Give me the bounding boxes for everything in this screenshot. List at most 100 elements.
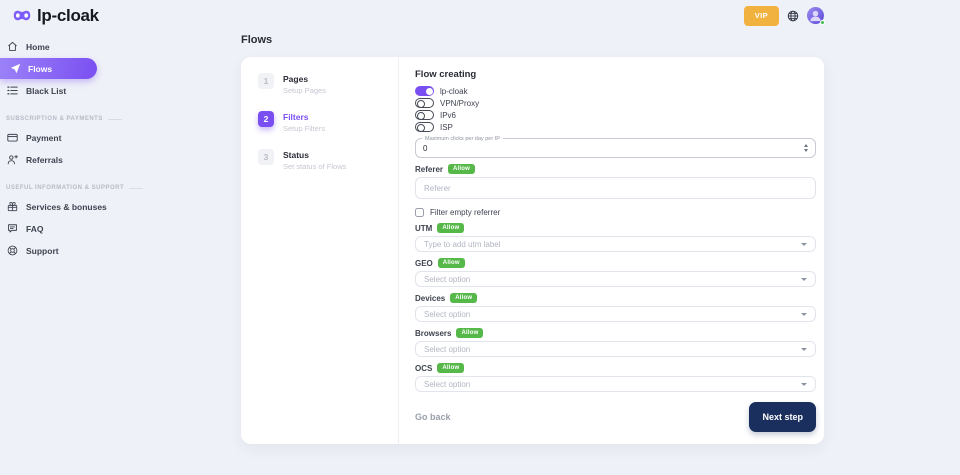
referer-input[interactable] (415, 177, 816, 199)
vip-button[interactable]: VIP (743, 5, 779, 26)
step-title: Status (283, 150, 309, 160)
sidebar-item-label: Flows (28, 63, 53, 74)
form-footer: Go back Next step (415, 402, 816, 432)
ocs-label-row: OCS Allow (415, 363, 816, 373)
chevron-down-icon (801, 312, 807, 316)
brand-logo[interactable]: lp-cloak (13, 6, 99, 26)
sidebar-item-payment[interactable]: Payment (0, 127, 230, 148)
chevron-down-icon (801, 277, 807, 281)
filter-empty-referrer-checkbox[interactable] (415, 207, 424, 217)
life-ring-icon (6, 245, 18, 256)
sidebar-item-label: FAQ (26, 223, 44, 234)
browsers-label: Browsers (415, 328, 452, 338)
sidebar-section-subscription: SUBSCRIPTION & PAYMENTS (0, 116, 230, 122)
browsers-label-row: Browsers Allow (415, 328, 816, 338)
sidebar-item-label: Support (26, 245, 59, 256)
sidebar-item-faq[interactable]: FAQ (0, 218, 230, 239)
add-user-icon (6, 154, 18, 165)
vpn-proxy-toggle[interactable] (415, 98, 434, 108)
step-number: 1 (258, 73, 274, 89)
home-icon (6, 41, 18, 52)
filters-form: Flow creating lp-cloak VPN/Proxy IPv6 IS… (399, 57, 824, 444)
sidebar-item-services[interactable]: Services & bonuses (0, 196, 230, 217)
sidebar-item-label: Services & bonuses (26, 201, 107, 212)
utm-select[interactable]: Type to add utm label (415, 236, 816, 252)
ocs-label: OCS (415, 363, 433, 373)
devices-label: Devices (415, 293, 446, 303)
referer-label-row: Referer Allow (415, 164, 816, 174)
page-title: Flows (241, 34, 273, 46)
ocs-select[interactable]: Select option (415, 376, 816, 392)
geo-label-row: GEO Allow (415, 258, 816, 268)
toggle-row-isp[interactable]: ISP (415, 122, 816, 132)
devices-select[interactable]: Select option (415, 306, 816, 322)
sidebar-section-support: USEFUL INFORMATION & SUPPORT (0, 185, 230, 191)
language-globe-icon[interactable] (787, 10, 799, 22)
sidebar-item-black-list[interactable]: Black List (0, 80, 230, 101)
max-clicks-input[interactable] (423, 143, 804, 153)
sidebar-item-referrals[interactable]: Referrals (0, 149, 230, 170)
utm-label: UTM (415, 223, 433, 233)
referer-allow-badge[interactable]: Allow (448, 164, 476, 174)
max-clicks-field: Maximum clicks per day per IP (415, 135, 816, 158)
sidebar-item-label: Home (26, 41, 50, 52)
lp-cloak-toggle[interactable] (415, 86, 434, 96)
chevron-down-icon (801, 347, 807, 351)
toggle-row-ipv6[interactable]: IPv6 (415, 110, 816, 120)
step-subtitle: Set status of Flows (283, 162, 347, 171)
max-clicks-label: Maximum clicks per day per IP (422, 135, 503, 142)
devices-label-row: Devices Allow (415, 293, 816, 303)
referer-label: Referer (415, 164, 444, 174)
toggle-label: lp-cloak (440, 86, 468, 96)
gift-icon (6, 201, 18, 212)
steps-column: 1 Pages Setup Pages 2 Filters Setup Filt… (241, 57, 399, 444)
user-avatar[interactable] (807, 7, 825, 25)
chevron-down-icon (801, 382, 807, 386)
step-number: 3 (258, 149, 274, 165)
header-actions: VIP (743, 5, 825, 26)
toggle-row-vpn-proxy[interactable]: VPN/Proxy (415, 98, 816, 108)
filter-empty-referrer-row[interactable]: Filter empty referrer (415, 207, 816, 217)
flows-icon (9, 63, 21, 74)
form-title: Flow creating (415, 69, 477, 80)
mask-logo-icon (13, 10, 31, 21)
sidebar-item-label: Black List (26, 85, 67, 96)
ocs-allow-badge[interactable]: Allow (437, 363, 465, 373)
sidebar-item-label: Payment (26, 132, 62, 143)
utm-label-row: UTM Allow (415, 223, 816, 233)
toggle-row-lp-cloak[interactable]: lp-cloak (415, 86, 816, 96)
step-pages[interactable]: 1 Pages Setup Pages (258, 73, 398, 95)
sidebar-item-support[interactable]: Support (0, 240, 230, 261)
go-back-link[interactable]: Go back (415, 412, 451, 422)
top-header: lp-cloak VIP (0, 0, 960, 27)
step-title: Pages (283, 74, 309, 84)
sidebar-item-label: Referrals (26, 154, 63, 165)
number-stepper-icon[interactable] (804, 144, 808, 152)
brand-name: lp-cloak (37, 5, 99, 25)
browsers-select[interactable]: Select option (415, 341, 816, 357)
step-filters[interactable]: 2 Filters Setup Filters (258, 111, 398, 133)
sidebar: Home Flows Black List SUBSCRIPTION & PAY… (0, 27, 230, 262)
geo-label: GEO (415, 258, 433, 268)
chevron-down-icon (801, 242, 807, 246)
step-subtitle: Setup Filters (283, 124, 326, 133)
isp-toggle[interactable] (415, 122, 434, 132)
step-title: Filters (283, 112, 309, 122)
step-status[interactable]: 3 Status Set status of Flows (258, 149, 398, 171)
toggle-label: ISP (440, 122, 453, 132)
browsers-allow-badge[interactable]: Allow (456, 328, 484, 338)
step-subtitle: Setup Pages (283, 86, 326, 95)
geo-select[interactable]: Select option (415, 271, 816, 287)
main-content: Flows 1 Pages Setup Pages 2 Filters Setu… (230, 27, 960, 444)
online-status-dot (819, 19, 825, 25)
geo-allow-badge[interactable]: Allow (437, 258, 465, 268)
filter-empty-referrer-label: Filter empty referrer (430, 207, 501, 217)
ipv6-toggle[interactable] (415, 110, 434, 120)
sidebar-item-flows[interactable]: Flows (0, 58, 97, 79)
utm-allow-badge[interactable]: Allow (437, 223, 465, 233)
sidebar-item-home[interactable]: Home (0, 36, 230, 57)
next-step-button[interactable]: Next step (749, 402, 816, 432)
devices-allow-badge[interactable]: Allow (450, 293, 478, 303)
step-number: 2 (258, 111, 274, 127)
toggle-label: IPv6 (440, 110, 457, 120)
